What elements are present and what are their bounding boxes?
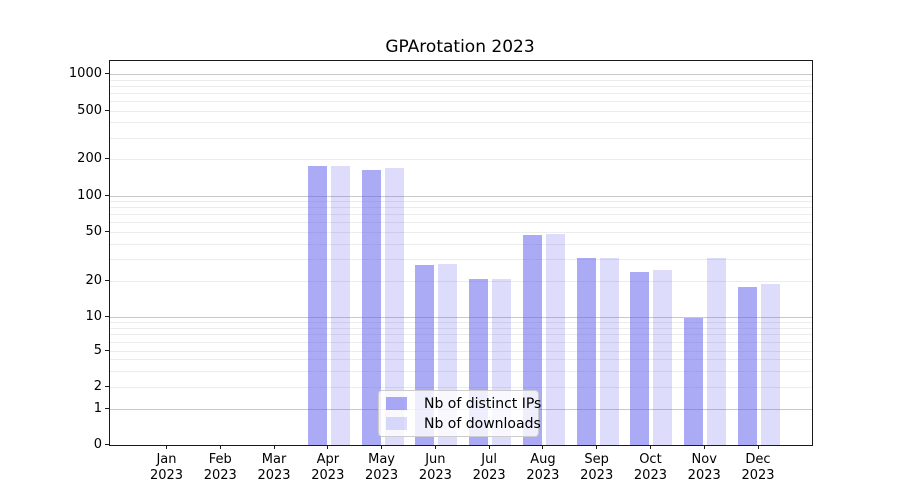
gridline-minor-y-5: [110, 350, 812, 352]
bar-sep-2023-nb-of-downloads: [599, 258, 619, 445]
gridline-minor-y-4: [110, 359, 812, 361]
bar-oct-2023-nb-of-downloads: [653, 269, 673, 445]
x-tick-label-jul-2023: Jul 2023: [472, 452, 506, 483]
y-tick-mark-10: [105, 316, 109, 317]
x-tick-mark-sep-2023: [596, 445, 598, 449]
x-tick-label-mar-2023: Mar 2023: [257, 452, 291, 483]
gridline-minor-y-7: [110, 334, 812, 336]
gridline-major-y-1000: [110, 74, 812, 75]
legend-row-nb-of-distinct-ips: Nb of distinct IPs: [386, 395, 542, 412]
x-tick-mark-jul-2023: [488, 445, 490, 449]
y-tick-label-200: 200: [77, 151, 102, 166]
x-tick-mark-oct-2023: [649, 445, 651, 449]
gridline-minor-y-50: [110, 232, 812, 233]
y-tick-label-10: 10: [85, 309, 102, 324]
y-tick-label-50: 50: [85, 224, 102, 239]
y-tick-mark-20: [105, 280, 109, 281]
gridline-minor-y-900: [110, 79, 812, 81]
y-tick-label-20: 20: [85, 273, 102, 288]
gridline-minor-y-400: [110, 122, 812, 124]
bar-sep-2023-nb-of-distinct-ips: [576, 258, 596, 445]
y-tick-mark-500: [105, 109, 109, 111]
bar-aug-2023-nb-of-downloads: [545, 233, 565, 445]
y-tick-label-1000: 1000: [68, 66, 102, 81]
x-tick-mark-jun-2023: [434, 445, 436, 449]
bar-dec-2023-nb-of-distinct-ips: [738, 286, 757, 445]
gridline-major-y-10: [110, 317, 812, 318]
y-tick-label-500: 500: [77, 102, 102, 118]
gridline-minor-y-40: [110, 243, 812, 245]
bar-apr-2023-nb-of-downloads: [330, 165, 350, 445]
y-tick-label-0: 0: [93, 436, 102, 452]
legend-label-nb-of-downloads: Nb of downloads: [424, 415, 541, 432]
gridline-minor-y-800: [110, 85, 812, 87]
gridline-minor-y-200: [110, 159, 812, 160]
gridline-major-y-100: [110, 195, 812, 197]
x-tick-mark-aug-2023: [542, 445, 544, 449]
gridline-minor-y-80: [110, 207, 812, 209]
x-tick-label-aug-2023: Aug 2023: [526, 452, 560, 483]
x-tick-label-dec-2023: Dec 2023: [741, 452, 775, 483]
y-tick-label-1: 1: [93, 400, 102, 416]
y-tick-mark-1000: [105, 73, 109, 74]
gridline-minor-y-70: [110, 214, 812, 216]
gridline-minor-y-3: [110, 370, 812, 372]
y-tick-mark-200: [105, 158, 109, 159]
gridline-minor-y-60: [110, 222, 812, 224]
gridline-minor-y-300: [110, 137, 812, 139]
gridline-minor-y-8: [110, 327, 812, 329]
x-tick-label-feb-2023: Feb 2023: [203, 452, 237, 483]
bar-may-2023-nb-of-distinct-ips: [361, 169, 381, 445]
gridline-minor-y-9: [110, 322, 812, 324]
bar-apr-2023-nb-of-distinct-ips: [307, 166, 327, 445]
y-tick-label-5: 5: [93, 342, 102, 358]
bar-nov-2023-nb-of-distinct-ips: [684, 317, 704, 445]
plot-area: [109, 60, 813, 446]
x-tick-label-apr-2023: Apr 2023: [311, 452, 345, 483]
x-tick-label-jun-2023: Jun 2023: [418, 452, 452, 483]
x-tick-mark-dec-2023: [757, 445, 759, 449]
gridline-minor-y-90: [110, 201, 812, 203]
x-tick-mark-jan-2023: [166, 445, 167, 449]
gridline-minor-y-500: [110, 110, 812, 112]
legend: Nb of distinct IPs Nb of downloads: [378, 390, 542, 437]
bar-may-2023-nb-of-downloads: [384, 168, 404, 445]
y-tick-mark-1: [105, 407, 109, 409]
x-tick-mark-apr-2023: [327, 445, 329, 449]
y-tick-mark-0: [105, 443, 109, 445]
y-tick-mark-100: [105, 194, 109, 196]
y-tick-label-2: 2: [93, 378, 102, 394]
y-tick-mark-5: [105, 349, 109, 351]
x-tick-label-may-2023: May 2023: [365, 452, 399, 483]
bar-nov-2023-nb-of-downloads: [707, 258, 727, 445]
bar-dec-2023-nb-of-downloads: [761, 284, 780, 445]
x-tick-label-jan-2023: Jan 2023: [149, 452, 184, 483]
gridline-minor-y-6: [110, 341, 812, 343]
gridline-minor-y-20: [110, 281, 812, 282]
x-tick-mark-nov-2023: [703, 445, 705, 449]
y-tick-mark-2: [105, 385, 109, 387]
bar-oct-2023-nb-of-distinct-ips: [630, 271, 650, 445]
x-tick-mark-may-2023: [381, 445, 383, 449]
gridline-minor-y-30: [110, 259, 812, 261]
legend-swatch-nb-of-downloads: [386, 417, 407, 430]
legend-swatch-nb-of-distinct-ips: [386, 397, 407, 410]
y-tick-mark-50: [105, 231, 109, 232]
legend-row-nb-of-downloads: Nb of downloads: [386, 415, 541, 432]
gridline-minor-y-600: [110, 100, 812, 102]
legend-label-nb-of-distinct-ips: Nb of distinct IPs: [424, 395, 542, 412]
gridline-minor-y-2: [110, 386, 812, 388]
chart-title: GPArotation 2023: [385, 37, 535, 57]
y-tick-label-100: 100: [77, 187, 102, 203]
x-tick-label-oct-2023: Oct 2023: [633, 452, 667, 483]
x-tick-label-sep-2023: Sep 2023: [580, 452, 614, 483]
x-tick-label-nov-2023: Nov 2023: [687, 452, 721, 483]
x-tick-mark-feb-2023: [219, 445, 221, 449]
gridline-minor-y-700: [110, 92, 812, 94]
x-tick-mark-mar-2023: [273, 445, 275, 449]
